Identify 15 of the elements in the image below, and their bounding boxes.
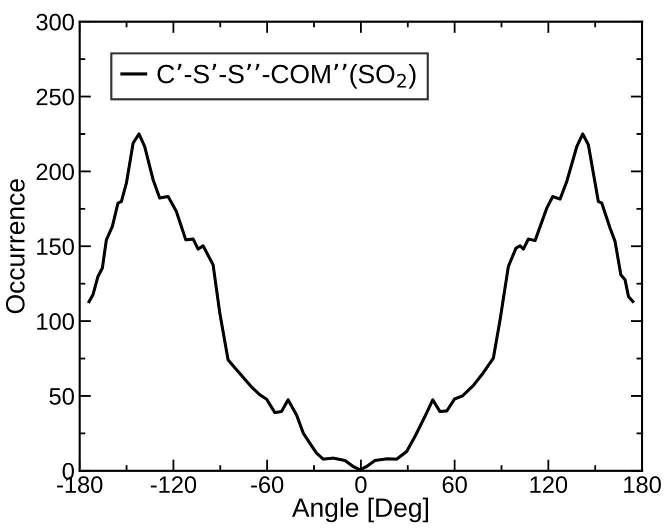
x-axis-title: Angle [Deg] <box>292 498 428 522</box>
x-tick-label: 60 <box>442 476 467 494</box>
x-tick-label: 120 <box>530 476 568 494</box>
x-tick-label: 0 <box>355 476 367 494</box>
y-tick-label: 300 <box>36 14 74 30</box>
legend-label: C’-S’-S’’-COM’’(SO$_{2}$) <box>158 64 416 89</box>
y-tick-label: 50 <box>50 388 74 405</box>
y-tick-label: 150 <box>37 238 74 256</box>
y-tick-label: 200 <box>36 163 74 180</box>
y-tick-label: 250 <box>36 88 74 106</box>
x-tick-label: -60 <box>251 476 284 494</box>
x-tick-label: 180 <box>624 476 661 494</box>
y-tick-label: 100 <box>37 313 74 330</box>
x-tick-label: -120 <box>150 476 196 494</box>
y-axis-title: Occurrence <box>6 179 25 314</box>
